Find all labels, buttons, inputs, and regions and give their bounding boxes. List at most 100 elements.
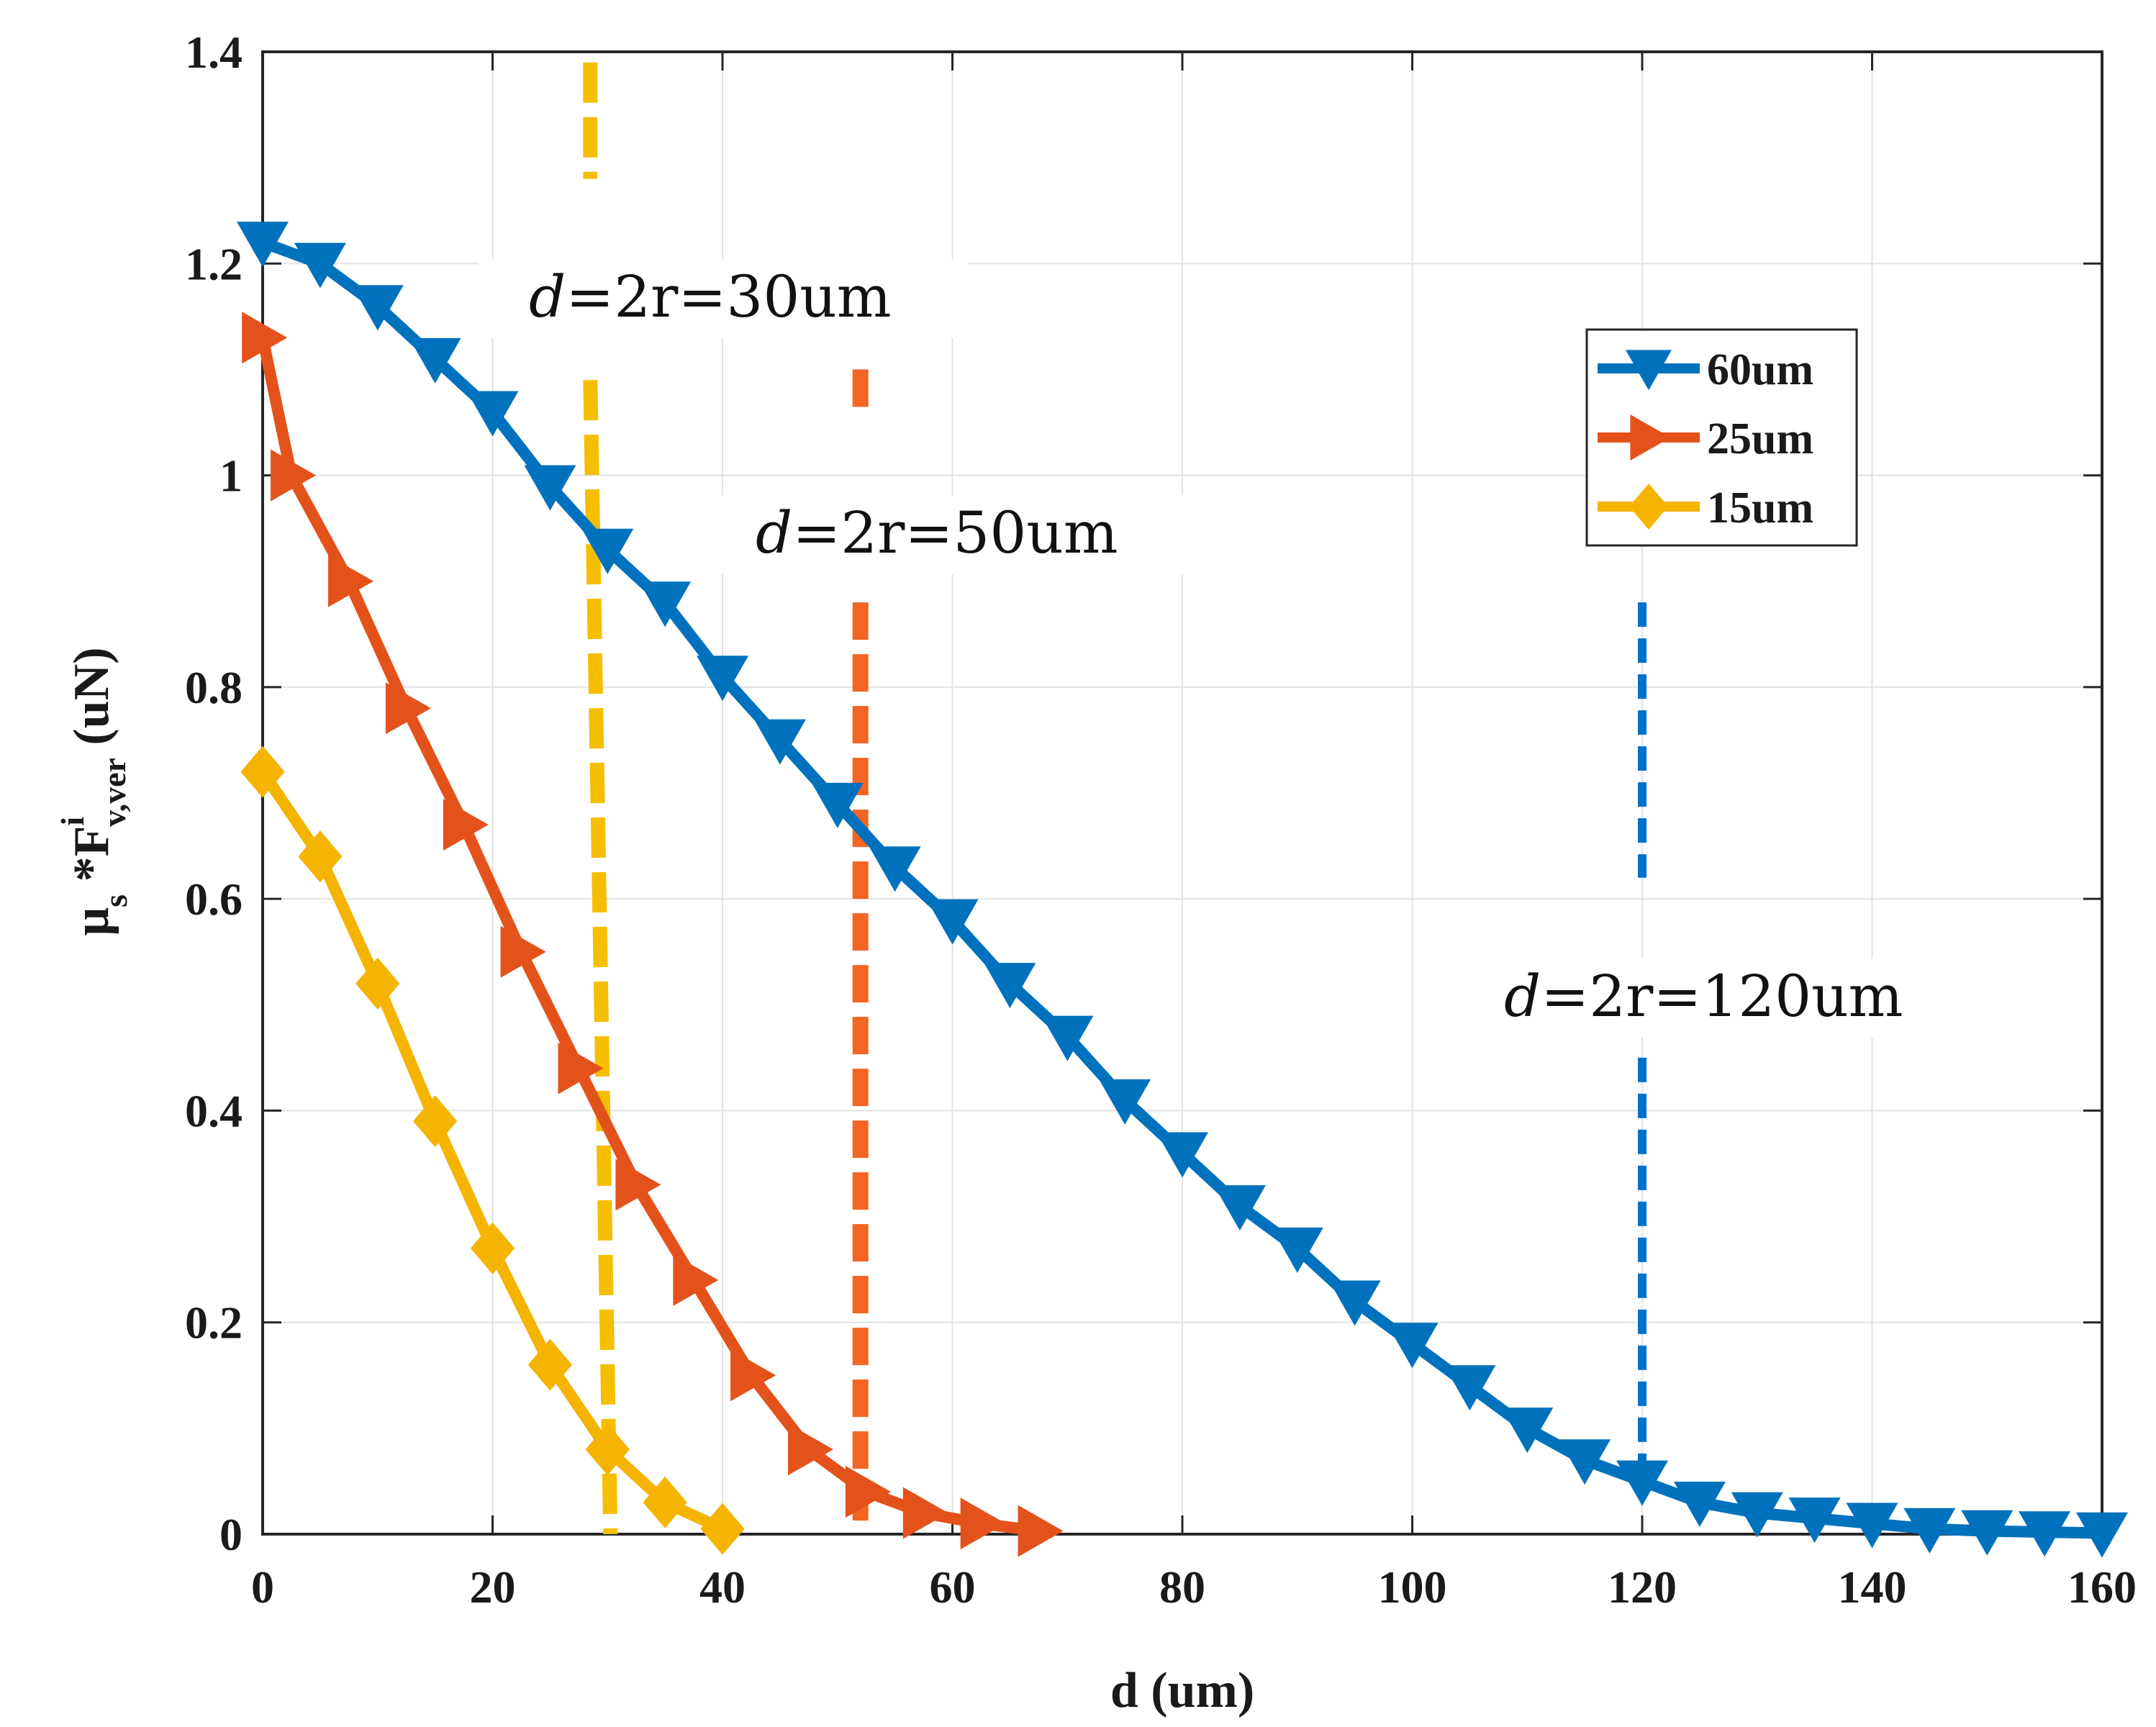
data-point-25um [558,1042,604,1094]
y-tick-label: 0 [219,1509,243,1560]
data-point-15um [298,830,343,883]
data-point-60um [1386,1323,1439,1369]
annotation-label: d=2r=120um [1504,963,1903,1030]
annotation-text: =2r=30um [566,263,891,330]
y-axis-title-mu-sub: s [97,894,134,907]
data-point-25um [673,1254,719,1306]
annotation-label: d=2r=50um [756,499,1118,566]
data-point-15um [643,1476,687,1528]
data-point-60um [1271,1227,1323,1273]
legend-marker [1626,350,1672,391]
data-point-60um [1559,1439,1611,1485]
data-point-15um [240,745,285,798]
data-point-15um [470,1222,515,1274]
y-axis-title-unit: (uN) [64,647,119,758]
data-point-60um [351,285,404,331]
data-point-60um [1903,1508,1956,1554]
y-tick-label: 0.2 [185,1297,243,1348]
annotation-variable: d [529,263,566,330]
y-tick-label: 1 [219,450,243,502]
data-point-60um [1444,1365,1496,1411]
data-point-25um [328,555,373,607]
data-point-25um [902,1487,948,1539]
x-tick-label: 60 [930,1561,976,1613]
data-point-60um [811,782,864,828]
data-point-15um [355,957,400,1010]
legend-label: 15um [1707,484,1813,532]
y-tick-label: 0.8 [185,662,243,713]
data-point-15um [585,1423,630,1476]
data-point-60um [753,719,806,765]
legend-marker [1630,414,1671,461]
data-point-60um [237,222,289,268]
data-point-15um [413,1095,458,1148]
x-tick-label: 160 [2067,1561,2137,1613]
y-tick-label: 0.4 [185,1085,243,1136]
data-point-25um [385,682,431,735]
annotation-variable: d [1504,963,1541,1030]
data-point-60um [1156,1132,1208,1178]
data-point-60um [581,528,634,574]
y-axis-title-mu: μ [64,907,119,936]
reference-line-0 [583,379,618,1535]
data-point-60um [1041,1015,1094,1061]
data-point-60um [1213,1185,1266,1231]
annotation-label: d=2r=30um [529,263,892,330]
data-point-60um [1673,1482,1726,1528]
data-point-60um [1846,1502,1898,1549]
data-point-60um [1099,1079,1151,1125]
legend-label: 60um [1707,345,1813,394]
series-group [237,222,2128,1558]
y-axis-title-sub: v,ver [96,758,132,827]
data-point-25um [615,1159,661,1211]
data-point-60um [1788,1497,1841,1544]
data-point-60um [697,656,748,702]
data-point-60um [466,391,519,437]
annotation-background [479,259,968,338]
data-point-25um [960,1497,1006,1550]
data-point-60um [926,899,979,945]
annotation-background [705,495,1195,574]
y-axis-title: μs *Fi v,ver (uN) [54,647,134,935]
data-point-60um [1961,1510,2014,1556]
x-tick-label: 20 [470,1561,516,1613]
data-point-60um [639,581,692,627]
x-tick-label: 0 [251,1561,274,1613]
data-point-15um [527,1338,572,1391]
legend-label: 25um [1707,414,1813,463]
reference-lines [583,62,1647,1535]
legend-marker [1629,484,1669,530]
series-25um [242,312,1064,1557]
data-point-25um [730,1349,776,1402]
series-15um [240,745,745,1555]
data-point-25um [271,449,317,502]
data-point-25um [443,799,489,851]
data-point-60um [1616,1460,1668,1506]
y-tick-label: 1.4 [185,27,243,78]
y-axis-title-star: *F [64,826,119,894]
data-point-25um [1018,1505,1064,1557]
y-tick-label: 0.6 [185,874,243,925]
legend: 60um 25um 15um [1585,328,1858,547]
y-axis-ticks: 0 0.2 0.4 0.6 0.8 1 1.2 1.4 [185,27,2102,1560]
annotation-text: =2r=120um [1541,963,1903,1030]
x-tick-label: 140 [1838,1561,1907,1613]
annotation-text: =2r=50um [792,499,1118,566]
legend-item-60um: 60um [1598,345,1813,394]
x-axis-title: d (um) [1110,1663,1254,1718]
y-axis-title-sup: i [54,817,91,826]
x-axis-ticks: 0 20 40 60 80 100 120 140 160 [251,52,2137,1613]
data-point-60um [524,465,576,511]
x-tick-label: 120 [1608,1561,1677,1613]
data-point-60um [984,963,1036,1009]
legend-item-15um: 15um [1598,484,1813,532]
data-point-60um [294,242,346,289]
y-tick-label: 1.2 [185,238,243,289]
x-tick-label: 80 [1159,1561,1205,1613]
annotation-background [1454,958,2008,1038]
data-point-60um [1328,1280,1381,1326]
data-point-25um [788,1423,833,1476]
series-60um [237,222,2128,1558]
